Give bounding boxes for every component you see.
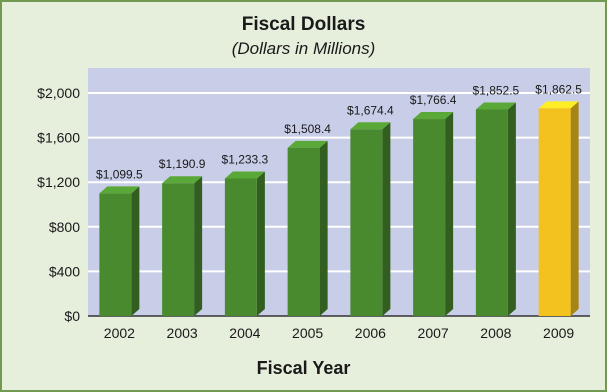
bar-top-2003 <box>162 176 203 184</box>
bar-side-2004 <box>256 171 265 316</box>
x-tick-label-2005: 2005 <box>292 325 323 341</box>
x-tick-label-2008: 2008 <box>480 325 511 341</box>
y-tick-label: $400 <box>49 263 80 279</box>
bar-top-2002 <box>99 186 140 194</box>
data-label-2004: $1,233.3 <box>222 152 269 166</box>
x-tick-label-2004: 2004 <box>229 325 260 341</box>
data-label-2008: $1,852.5 <box>473 83 520 97</box>
bar-2008 <box>475 109 508 316</box>
data-label-2009: $1,862.5 <box>535 82 582 96</box>
y-tick-label: $1,200 <box>37 174 80 190</box>
x-tick-label-2006: 2006 <box>355 325 386 341</box>
chart-subtitle: (Dollars in Millions) <box>231 39 376 58</box>
bar-2004 <box>224 178 257 316</box>
bar-2005 <box>287 147 320 316</box>
bar-side-2006 <box>382 122 391 316</box>
bar-top-2004 <box>224 171 265 179</box>
bar-2002 <box>99 193 132 316</box>
bar-top-2007 <box>413 112 454 120</box>
data-label-2002: $1,099.5 <box>96 167 143 181</box>
y-tick-label: $800 <box>49 219 80 235</box>
data-label-2007: $1,766.4 <box>410 93 457 107</box>
bar-2009 <box>538 108 571 316</box>
x-tick-label-2003: 2003 <box>167 325 198 341</box>
bar-side-2008 <box>507 102 516 316</box>
bar-2003 <box>162 183 195 316</box>
bar-top-2008 <box>475 102 516 110</box>
x-tick-label-2002: 2002 <box>104 325 135 341</box>
bar-2007 <box>413 119 446 316</box>
x-tick-label-2009: 2009 <box>543 325 574 341</box>
bar-top-2006 <box>350 122 391 130</box>
bar-2006 <box>350 129 383 316</box>
bar-side-2007 <box>445 112 454 316</box>
bar-side-2009 <box>570 101 579 316</box>
data-label-2003: $1,190.9 <box>159 157 206 171</box>
data-label-2006: $1,674.4 <box>347 103 394 117</box>
x-tick-label-2007: 2007 <box>418 325 449 341</box>
y-tick-label: $2,000 <box>37 85 80 101</box>
bar-side-2002 <box>131 186 140 316</box>
bar-side-2003 <box>194 176 203 316</box>
x-axis-title: Fiscal Year <box>256 358 351 378</box>
chart-title: Fiscal Dollars <box>241 14 366 35</box>
data-label-2005: $1,508.4 <box>284 122 331 136</box>
bar-side-2005 <box>319 140 328 316</box>
bar-top-2005 <box>287 140 328 148</box>
y-tick-label: $1,600 <box>37 130 80 146</box>
bar-top-2009 <box>538 101 579 109</box>
y-tick-label: $0 <box>64 308 80 324</box>
